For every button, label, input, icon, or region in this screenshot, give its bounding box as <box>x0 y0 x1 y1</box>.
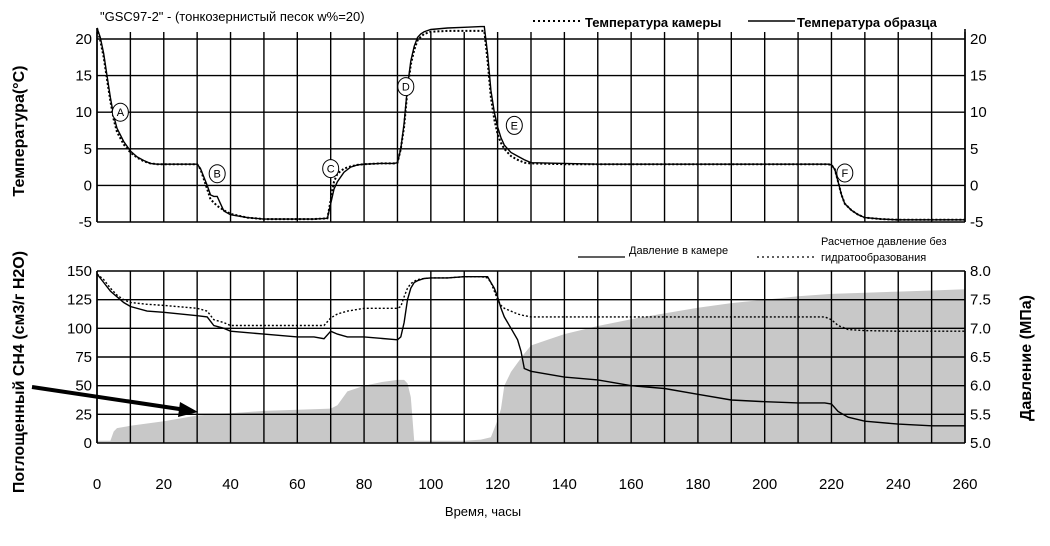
arrow-shaft <box>31 385 187 412</box>
y-tick-label: 15 <box>970 68 987 85</box>
pressure-axis-label: Давление (МПа) <box>1018 295 1035 421</box>
sample-temperature-line <box>96 25 965 221</box>
x-tick-label: 160 <box>619 476 644 493</box>
annotation-label: D <box>402 82 410 94</box>
annotation-label: C <box>327 164 335 176</box>
annotation-circle <box>208 164 226 184</box>
y-tick-label: 10 <box>75 104 92 121</box>
y-tick-label: 150 <box>67 263 92 280</box>
y-tick-label: 10 <box>970 104 987 121</box>
arrow-head <box>178 402 198 417</box>
y-tick-label: -5 <box>970 214 983 231</box>
y-tick-label: 0 <box>84 435 92 452</box>
y-tick-label: 15 <box>75 68 92 85</box>
y2-tick-label: 8.0 <box>970 263 991 280</box>
top-legend: Температура камеры Температура образца <box>533 15 938 30</box>
x-tick-label: 100 <box>418 476 443 493</box>
annotation-circle <box>505 115 523 135</box>
x-tick-label: 180 <box>685 476 710 493</box>
x-tick-label: 220 <box>819 476 844 493</box>
x-tick-label: 240 <box>886 476 911 493</box>
legend-label-calculated-pressure-1: Расчетное давление без <box>821 236 947 248</box>
y-tick-label: 5 <box>970 141 978 158</box>
y2-tick-label: 7.5 <box>970 292 991 309</box>
chart-title: "GSC97-2" - (тонкозернистый песок w%=20) <box>100 9 365 24</box>
calculated-pressure-line <box>96 273 965 332</box>
y-tick-label: 0 <box>84 177 92 194</box>
x-tick-label: 40 <box>222 476 239 493</box>
y2-tick-label: 6.0 <box>970 378 991 395</box>
legend-label-calculated-pressure-2: гидратообразования <box>821 252 926 264</box>
legend-label-chamber-temp: Температура камеры <box>585 15 721 30</box>
arrow-pointer <box>31 385 198 417</box>
annotation-label: E <box>511 120 518 132</box>
y-tick-label: 75 <box>75 349 92 366</box>
annotation-circle <box>836 163 854 183</box>
annotation-label: A <box>117 107 125 119</box>
x-tick-label: 60 <box>289 476 306 493</box>
pressure-uptake-panel: 150 125 100 75 50 25 0 8.0 7.5 7.0 6.5 6.0 5.5 5.0 0 20… <box>67 263 991 493</box>
x-tick-label: 0 <box>93 476 101 493</box>
y2-tick-label: 5.0 <box>970 435 991 452</box>
y2-tick-label: 5.5 <box>970 406 991 423</box>
temperature-panel: 20 20 15 15 10 10 5 5 0 0 -5 -5 A B C D E F <box>75 25 987 231</box>
x-axis-label: Время, часы <box>445 504 521 519</box>
x-tick-label: 80 <box>356 476 373 493</box>
y-tick-label: 0 <box>970 177 978 194</box>
legend-label-chamber-pressure: Давление в камере <box>629 245 728 257</box>
annotation-label: B <box>214 169 221 181</box>
uptake-axis-label: Поглощенный CH4 (см3/г H2O) <box>11 251 28 493</box>
y-tick-label: 20 <box>970 31 987 48</box>
temperature-axis-label: Температура(°C) <box>11 66 28 197</box>
x-tick-label: 120 <box>485 476 510 493</box>
y-tick-label: 5 <box>84 141 92 158</box>
annotation-circle <box>322 159 340 179</box>
y2-tick-label: 7.0 <box>970 320 991 337</box>
y-tick-label: -5 <box>79 214 92 231</box>
x-tick-label: 260 <box>952 476 977 493</box>
x-tick-label: 20 <box>155 476 172 493</box>
y-tick-label: 25 <box>75 406 92 423</box>
y-tick-label: 20 <box>75 31 92 48</box>
legend-label-sample-temp: Температура образца <box>797 15 938 30</box>
y-tick-label: 50 <box>75 378 92 395</box>
y-tick-label: 125 <box>67 292 92 309</box>
bottom-legend: Давление в камере Расчетное давление без… <box>578 236 947 264</box>
x-tick-label: 200 <box>752 476 777 493</box>
annotation-circle <box>397 77 415 97</box>
x-tick-label: 140 <box>552 476 577 493</box>
y2-tick-label: 6.5 <box>970 349 991 366</box>
annotation-label: F <box>841 168 848 180</box>
y-tick-label: 100 <box>67 320 92 337</box>
annotation-circle <box>111 102 129 122</box>
